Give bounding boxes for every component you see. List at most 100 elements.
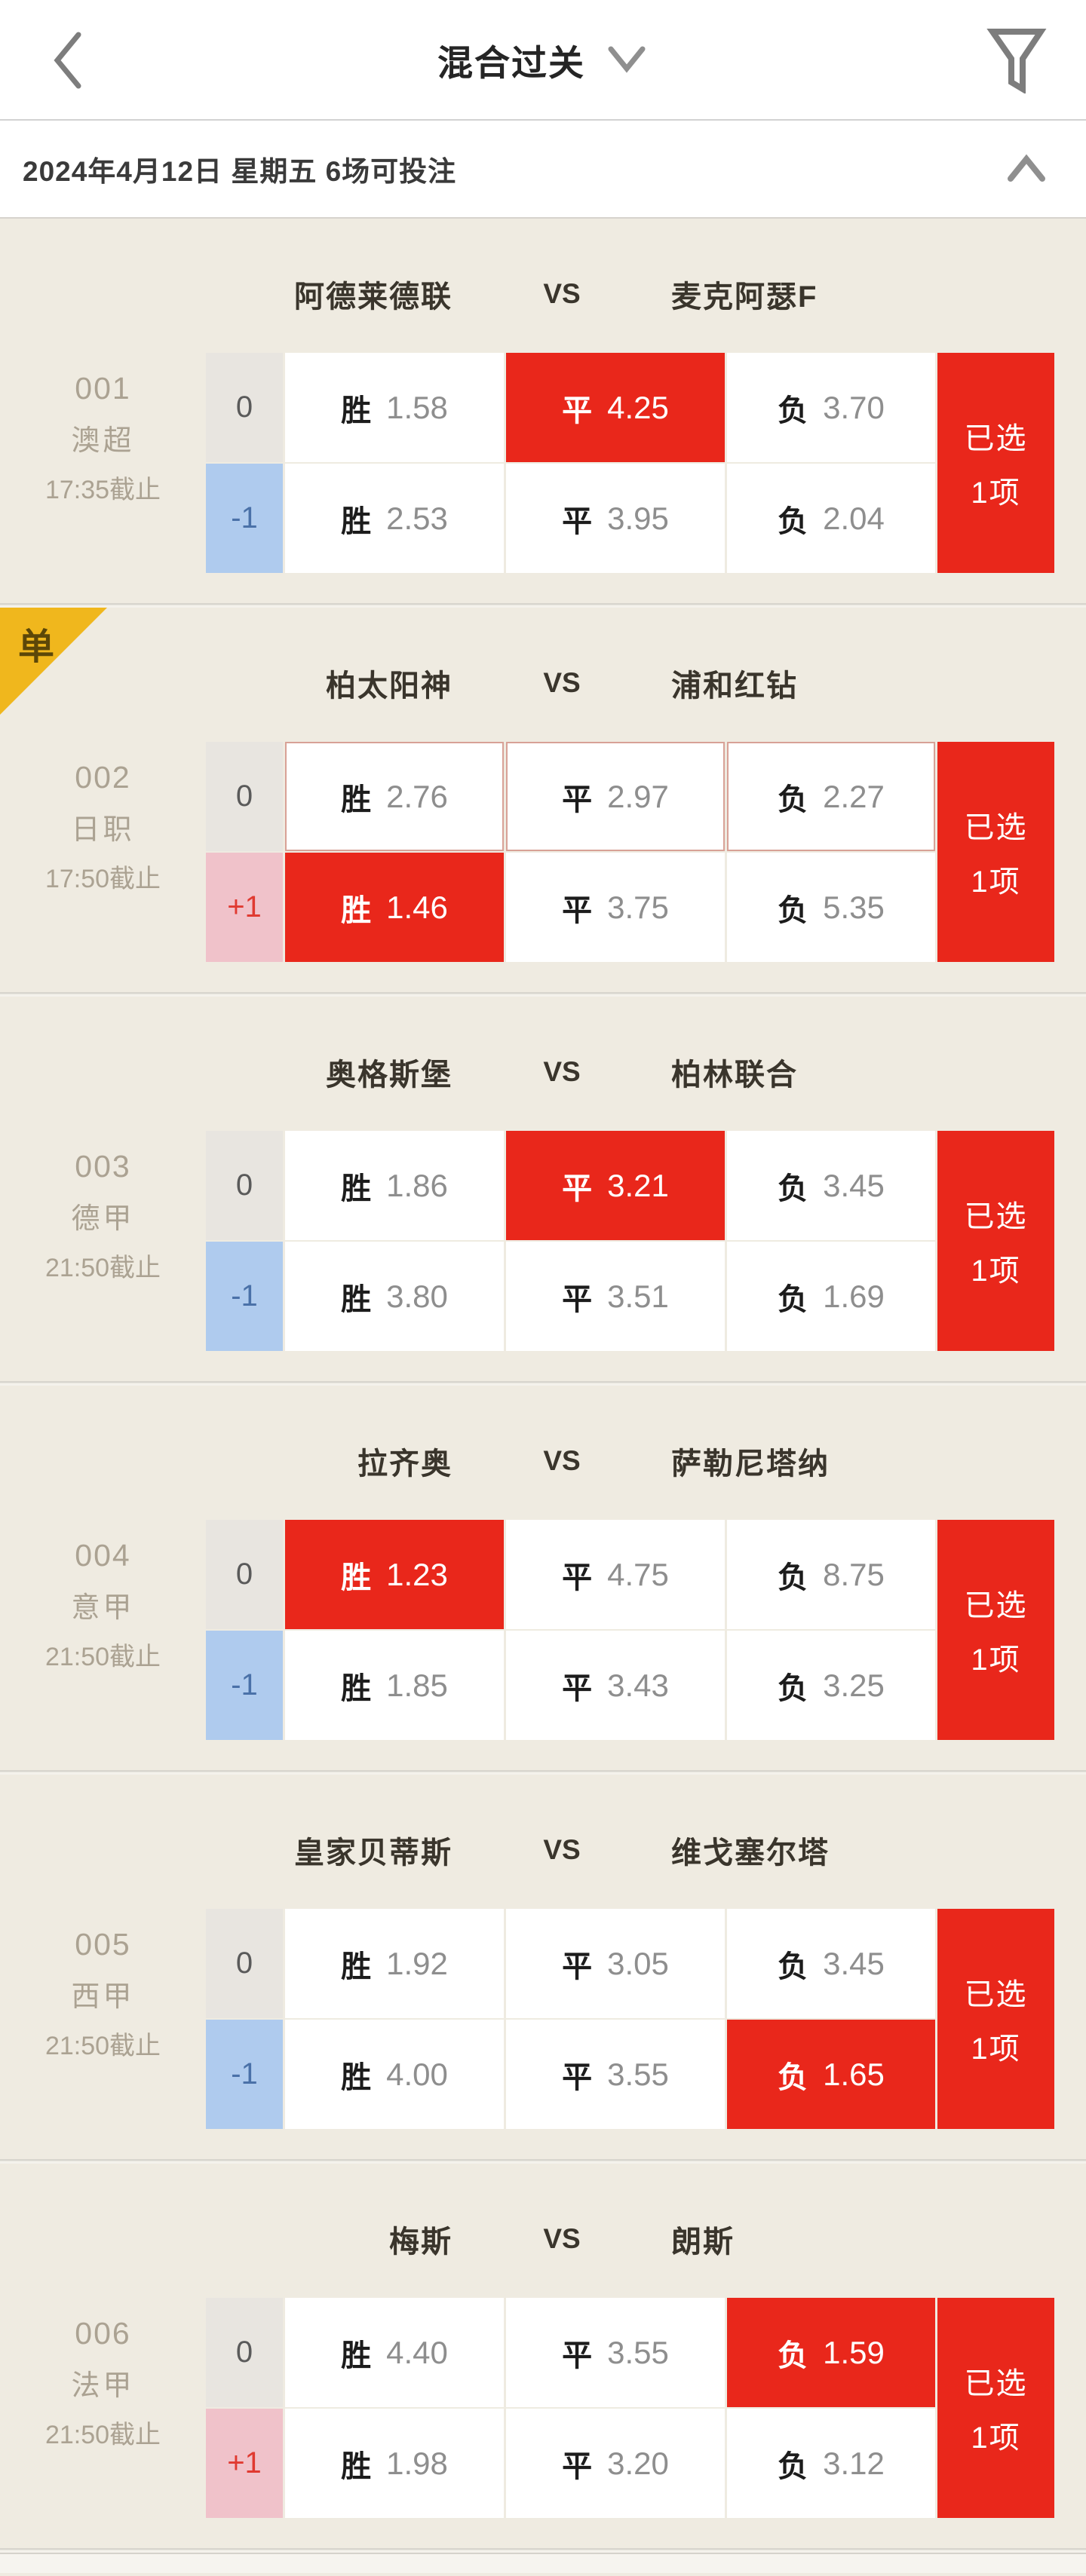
selected-badge-line2: 1项 <box>971 865 1021 899</box>
odds-cell-lose[interactable]: 负 8.75 <box>727 1520 935 1629</box>
odds-table: 0 胜 4.40 平 3.55 负 1.59 +1 胜 1.98 平 3.20 负 3.12 <box>206 2298 935 2518</box>
odds-cell-lose[interactable]: 负 3.25 <box>727 1631 935 1740</box>
odds-row: 0 胜 1.58 平 4.25 负 3.70 <box>206 353 935 462</box>
title-dropdown[interactable]: 混合过关 <box>437 34 649 86</box>
odds-cell-win[interactable]: 胜 1.86 <box>285 1131 504 1240</box>
odds-value: 1.23 <box>386 1556 448 1592</box>
match-info: 002 日职 17:50截止 <box>0 742 206 962</box>
odds-row: -1 胜 4.00 平 3.55 负 1.65 <box>206 2020 935 2129</box>
card-divider <box>0 2548 1086 2553</box>
odds-cell-lose[interactable]: 负 1.65 <box>727 2020 935 2129</box>
odds-cell-draw[interactable]: 平 3.05 <box>506 1909 725 2018</box>
odds-cell-win[interactable]: 胜 4.00 <box>285 2020 504 2129</box>
odds-cell-win[interactable]: 胜 3.80 <box>285 1242 504 1351</box>
teams-row: 拉齐奥 VS 萨勒尼塔纳 <box>0 1429 1086 1493</box>
odds-cell-lose[interactable]: 负 2.27 <box>727 742 935 851</box>
odds-cell-draw[interactable]: 平 3.51 <box>506 1242 725 1351</box>
odds-cell-lose[interactable]: 负 3.45 <box>727 1909 935 2018</box>
odds-cell-win[interactable]: 胜 2.76 <box>285 742 504 851</box>
odds-label: 胜 <box>341 1172 372 1205</box>
odds-label: 胜 <box>341 1950 372 1983</box>
odds-cell-lose[interactable]: 负 3.70 <box>727 353 935 462</box>
odds-cell-draw[interactable]: 平 4.75 <box>506 1520 725 1629</box>
card-divider <box>0 1770 1086 1775</box>
selected-badge-line1: 已选 <box>964 2367 1028 2400</box>
odds-cell-draw[interactable]: 平 3.75 <box>506 853 725 962</box>
selected-badge: 已选 1项 <box>937 1131 1054 1351</box>
odds-label: 负 <box>778 394 808 427</box>
odds-label: 平 <box>562 893 593 927</box>
odds-cell-draw[interactable]: 平 3.55 <box>506 2020 725 2129</box>
odds-label: 负 <box>778 2060 808 2094</box>
odds-cell-draw[interactable]: 平 3.21 <box>506 1131 725 1240</box>
odds-label: 负 <box>778 2339 808 2372</box>
teams-row: 奥格斯堡 VS 柏林联合 <box>0 1040 1086 1104</box>
odds-cell-lose[interactable]: 负 2.04 <box>727 464 935 573</box>
odds-value: 1.98 <box>386 2445 448 2481</box>
vs-label: VS <box>543 278 581 309</box>
deadline: 17:35截止 <box>44 475 161 504</box>
odds-cell-draw[interactable]: 平 3.55 <box>506 2298 725 2407</box>
match-info: 006 法甲 21:50截止 <box>0 2298 206 2518</box>
odds-value: 3.75 <box>607 889 669 925</box>
selected-badge: 已选 1项 <box>937 1520 1054 1740</box>
match-card: 皇家贝蒂斯 VS 维戈塞尔塔 005 西甲 21:50截止 0 胜 1.92 平 3.0… <box>0 1775 1086 2159</box>
filter-button[interactable] <box>986 27 1047 93</box>
deadline: 21:50截止 <box>44 1642 161 1671</box>
teams-row: 皇家贝蒂斯 VS 维戈塞尔塔 <box>0 1818 1086 1882</box>
odds-cell-win[interactable]: 胜 1.23 <box>285 1520 504 1629</box>
home-team: 阿德莱德联 <box>294 280 452 314</box>
odds-cell-win[interactable]: 胜 1.98 <box>285 2409 504 2518</box>
odds-cell-lose[interactable]: 负 1.59 <box>727 2298 935 2407</box>
odds-value: 2.97 <box>607 778 669 814</box>
odds-label: 胜 <box>341 504 372 538</box>
odds-cell-win[interactable]: 胜 2.53 <box>285 464 504 573</box>
match-id: 001 <box>75 370 131 406</box>
odds-label: 负 <box>778 893 808 927</box>
selected-badge-line2: 1项 <box>971 1254 1021 1288</box>
handicap-cell: 0 <box>206 1131 283 1240</box>
odds-cell-draw[interactable]: 平 3.95 <box>506 464 725 573</box>
match-info: 004 意甲 21:50截止 <box>0 1520 206 1740</box>
selected-badge-line2: 1项 <box>971 2032 1021 2066</box>
card-divider <box>0 992 1086 997</box>
handicap-cell: 0 <box>206 1520 283 1629</box>
odds-label: 负 <box>778 2449 808 2483</box>
odds-table: 0 胜 1.92 平 3.05 负 3.45 -1 胜 4.00 平 3.55 负 1.65 <box>206 1909 935 2129</box>
handicap-cell: 0 <box>206 1909 283 2018</box>
collapse-up-icon[interactable] <box>1003 153 1050 185</box>
odds-cell-draw[interactable]: 平 3.20 <box>506 2409 725 2518</box>
handicap-cell: +1 <box>206 853 283 962</box>
teams-row: 梅斯 VS 朗斯 <box>0 2207 1086 2271</box>
odds-table: 0 胜 2.76 平 2.97 负 2.27 +1 胜 1.46 平 3.75 负 5.35 <box>206 742 935 962</box>
date-bar[interactable]: 2024年4月12日 星期五 6场可投注 <box>0 121 1086 219</box>
odds-cell-draw[interactable]: 平 2.97 <box>506 742 725 851</box>
match-info: 005 西甲 21:50截止 <box>0 1909 206 2129</box>
odds-cell-win[interactable]: 胜 1.85 <box>285 1631 504 1740</box>
odds-cell-win[interactable]: 胜 4.40 <box>285 2298 504 2407</box>
odds-cell-lose[interactable]: 负 3.45 <box>727 1131 935 1240</box>
deadline: 21:50截止 <box>44 2420 161 2449</box>
odds-label: 平 <box>562 1172 593 1205</box>
league-name: 西甲 <box>71 1980 135 2013</box>
odds-cell-lose[interactable]: 负 5.35 <box>727 853 935 962</box>
odds-cell-win[interactable]: 胜 1.58 <box>285 353 504 462</box>
home-team: 柏太阳神 <box>326 669 452 703</box>
odds-value: 1.46 <box>386 889 448 925</box>
odds-cell-draw[interactable]: 平 3.43 <box>506 1631 725 1740</box>
back-button[interactable] <box>44 29 97 92</box>
odds-value: 3.51 <box>607 1278 669 1314</box>
odds-label: 负 <box>778 504 808 538</box>
odds-cell-lose[interactable]: 负 1.69 <box>727 1242 935 1351</box>
vs-label: VS <box>543 1834 581 1865</box>
handicap-cell: -1 <box>206 1242 283 1351</box>
odds-value: 4.00 <box>386 2056 448 2092</box>
selected-badge-line2: 1项 <box>971 476 1021 510</box>
odds-cell-win[interactable]: 胜 1.46 <box>285 853 504 962</box>
odds-cell-win[interactable]: 胜 1.92 <box>285 1909 504 2018</box>
home-team: 拉齐奥 <box>357 1447 452 1481</box>
odds-cell-draw[interactable]: 平 4.25 <box>506 353 725 462</box>
odds-cell-lose[interactable]: 负 3.12 <box>727 2409 935 2518</box>
teams-row: 柏太阳神 VS 浦和红钻 <box>0 651 1086 715</box>
odds-label: 平 <box>562 1671 593 1705</box>
